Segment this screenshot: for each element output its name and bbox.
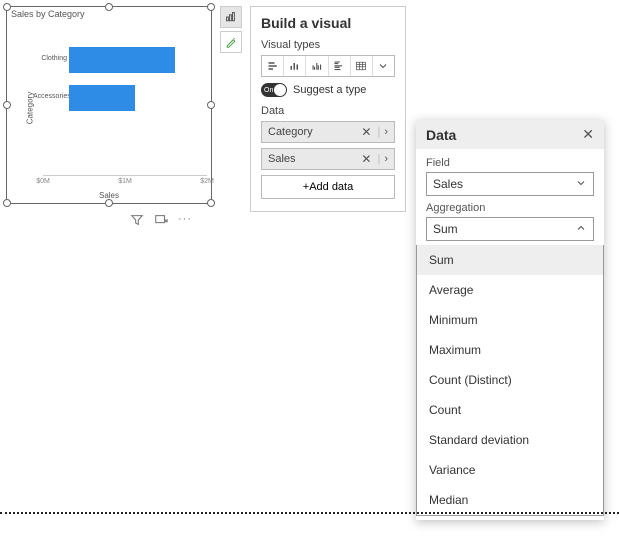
data-popup: Data ✕ Field Sales Aggregation Sum Sum A… (416, 120, 604, 520)
resize-handle[interactable] (207, 101, 215, 109)
data-popup-title: Data (426, 127, 456, 143)
visual-type-stacked-bar-icon[interactable] (262, 56, 284, 76)
build-visual-button[interactable] (220, 6, 242, 28)
resize-handle[interactable] (3, 199, 11, 207)
close-icon[interactable]: ✕ (582, 126, 594, 143)
field-name: Category (268, 126, 357, 138)
panel-title: Build a visual (261, 15, 395, 31)
chevron-up-icon (575, 222, 587, 237)
data-section-label: Data (261, 105, 395, 117)
add-data-button[interactable]: +Add data (261, 175, 395, 199)
pane-switcher (220, 6, 242, 56)
more-options-icon[interactable]: ··· (178, 213, 192, 230)
visual-types-label: Visual types (261, 39, 395, 51)
aggregation-option[interactable]: Median (417, 485, 603, 515)
field-menu-icon[interactable]: › (382, 126, 390, 138)
x-tick: $1M (118, 178, 132, 185)
aggregation-option[interactable]: Average (417, 275, 603, 305)
aggregation-select[interactable]: Sum (426, 217, 594, 241)
visual-type-clustered-column-icon[interactable] (306, 56, 328, 76)
resize-handle[interactable] (207, 199, 215, 207)
focus-mode-icon[interactable] (154, 213, 168, 230)
chart-bar (69, 47, 175, 73)
toggle-state-label: On (264, 87, 273, 94)
field-pill-sales[interactable]: Sales ✕ | › (261, 148, 395, 170)
suggest-type-toggle[interactable]: On (261, 83, 287, 97)
field-label: Field (426, 157, 594, 169)
x-tick: $2M (200, 178, 214, 185)
filter-icon[interactable] (130, 213, 144, 230)
chevron-down-icon (575, 177, 587, 192)
aggregation-option[interactable]: Standard deviation (417, 425, 603, 455)
visual-type-clustered-bar-icon[interactable] (329, 56, 351, 76)
resize-handle[interactable] (105, 199, 113, 207)
field-pill-category[interactable]: Category ✕ | › (261, 121, 395, 143)
field-menu-icon[interactable]: › (382, 153, 390, 165)
visual-types-row (261, 55, 395, 77)
remove-field-icon[interactable]: ✕ (357, 125, 375, 139)
category-label: Clothing (33, 55, 67, 62)
aggregation-option[interactable]: Variance (417, 455, 603, 485)
aggregation-option[interactable]: Count (Distinct) (417, 365, 603, 395)
visual-toolbar: ··· (130, 213, 192, 230)
aggregation-option[interactable]: Maximum (417, 335, 603, 365)
resize-handle[interactable] (207, 3, 215, 11)
resize-handle[interactable] (105, 3, 113, 11)
remove-field-icon[interactable]: ✕ (357, 152, 375, 166)
x-tick: $0M (36, 178, 50, 185)
visual-type-table-icon[interactable] (351, 56, 373, 76)
field-name: Sales (268, 153, 357, 165)
aggregation-option[interactable]: Minimum (417, 305, 603, 335)
visual-type-expand-icon[interactable] (373, 56, 394, 76)
page-cutoff-line (0, 512, 619, 514)
aggregation-label: Aggregation (426, 202, 594, 214)
chart-bar (69, 85, 135, 111)
resize-handle[interactable] (3, 101, 11, 109)
suggest-type-label: Suggest a type (293, 84, 366, 96)
aggregation-select-value: Sum (433, 222, 458, 236)
visual-type-column-icon[interactable] (284, 56, 306, 76)
x-axis: $0M $1M $2M (43, 175, 207, 187)
build-visual-panel: Build a visual Visual types On Suggest a… (250, 6, 406, 212)
suggest-type-row: On Suggest a type (261, 83, 395, 97)
aggregation-option[interactable]: Count (417, 395, 603, 425)
chart-body: Category Clothing Accessories (33, 43, 205, 173)
format-visual-button[interactable] (220, 31, 242, 53)
field-select[interactable]: Sales (426, 172, 594, 196)
field-select-value: Sales (433, 177, 463, 191)
aggregation-option[interactable]: Sum (417, 245, 603, 275)
resize-handle[interactable] (3, 3, 11, 11)
chart-visual-frame[interactable]: Sales by Category Category Clothing Acce… (6, 6, 212, 204)
category-label: Accessories (33, 93, 67, 100)
aggregation-dropdown: Sum Average Minimum Maximum Count (Disti… (416, 245, 604, 516)
